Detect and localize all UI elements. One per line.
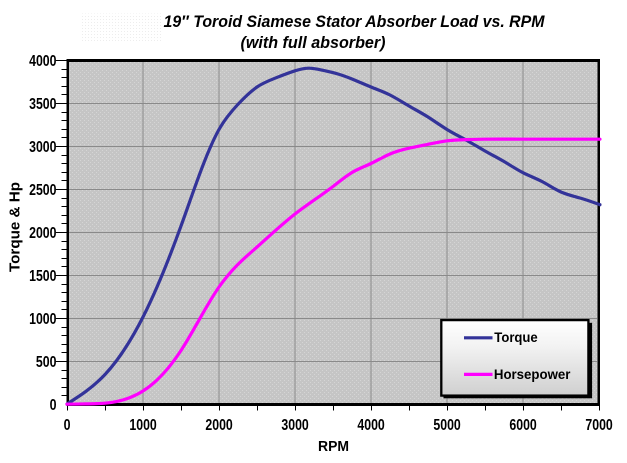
svg-text:0: 0 xyxy=(64,417,71,434)
svg-text:4000: 4000 xyxy=(357,417,385,434)
svg-text:5000: 5000 xyxy=(433,417,461,434)
svg-text:3000: 3000 xyxy=(29,139,57,156)
svg-text:6000: 6000 xyxy=(509,417,537,434)
svg-text:1500: 1500 xyxy=(29,268,57,285)
svg-text:1000: 1000 xyxy=(29,311,57,328)
svg-text:Horsepower: Horsepower xyxy=(494,367,571,383)
svg-text:3500: 3500 xyxy=(29,96,57,113)
svg-text:Torque: Torque xyxy=(494,330,537,346)
svg-text:500: 500 xyxy=(36,354,57,371)
svg-text:3000: 3000 xyxy=(281,417,309,434)
svg-text:(with full absorber): (with full absorber) xyxy=(241,33,386,52)
svg-text:RPM: RPM xyxy=(318,438,349,455)
svg-text:1000: 1000 xyxy=(129,417,157,434)
svg-text:4000: 4000 xyxy=(29,53,57,70)
svg-text:Torque & Hp: Torque & Hp xyxy=(8,182,24,272)
svg-text:19″ Toroid Siamese Stator Abso: 19″ Toroid Siamese Stator Absorber Load … xyxy=(164,12,546,31)
svg-text:0: 0 xyxy=(50,397,57,414)
svg-text:2000: 2000 xyxy=(205,417,233,434)
svg-text:2000: 2000 xyxy=(29,225,57,242)
svg-text:2500: 2500 xyxy=(29,182,57,199)
svg-text:7000: 7000 xyxy=(585,417,613,434)
